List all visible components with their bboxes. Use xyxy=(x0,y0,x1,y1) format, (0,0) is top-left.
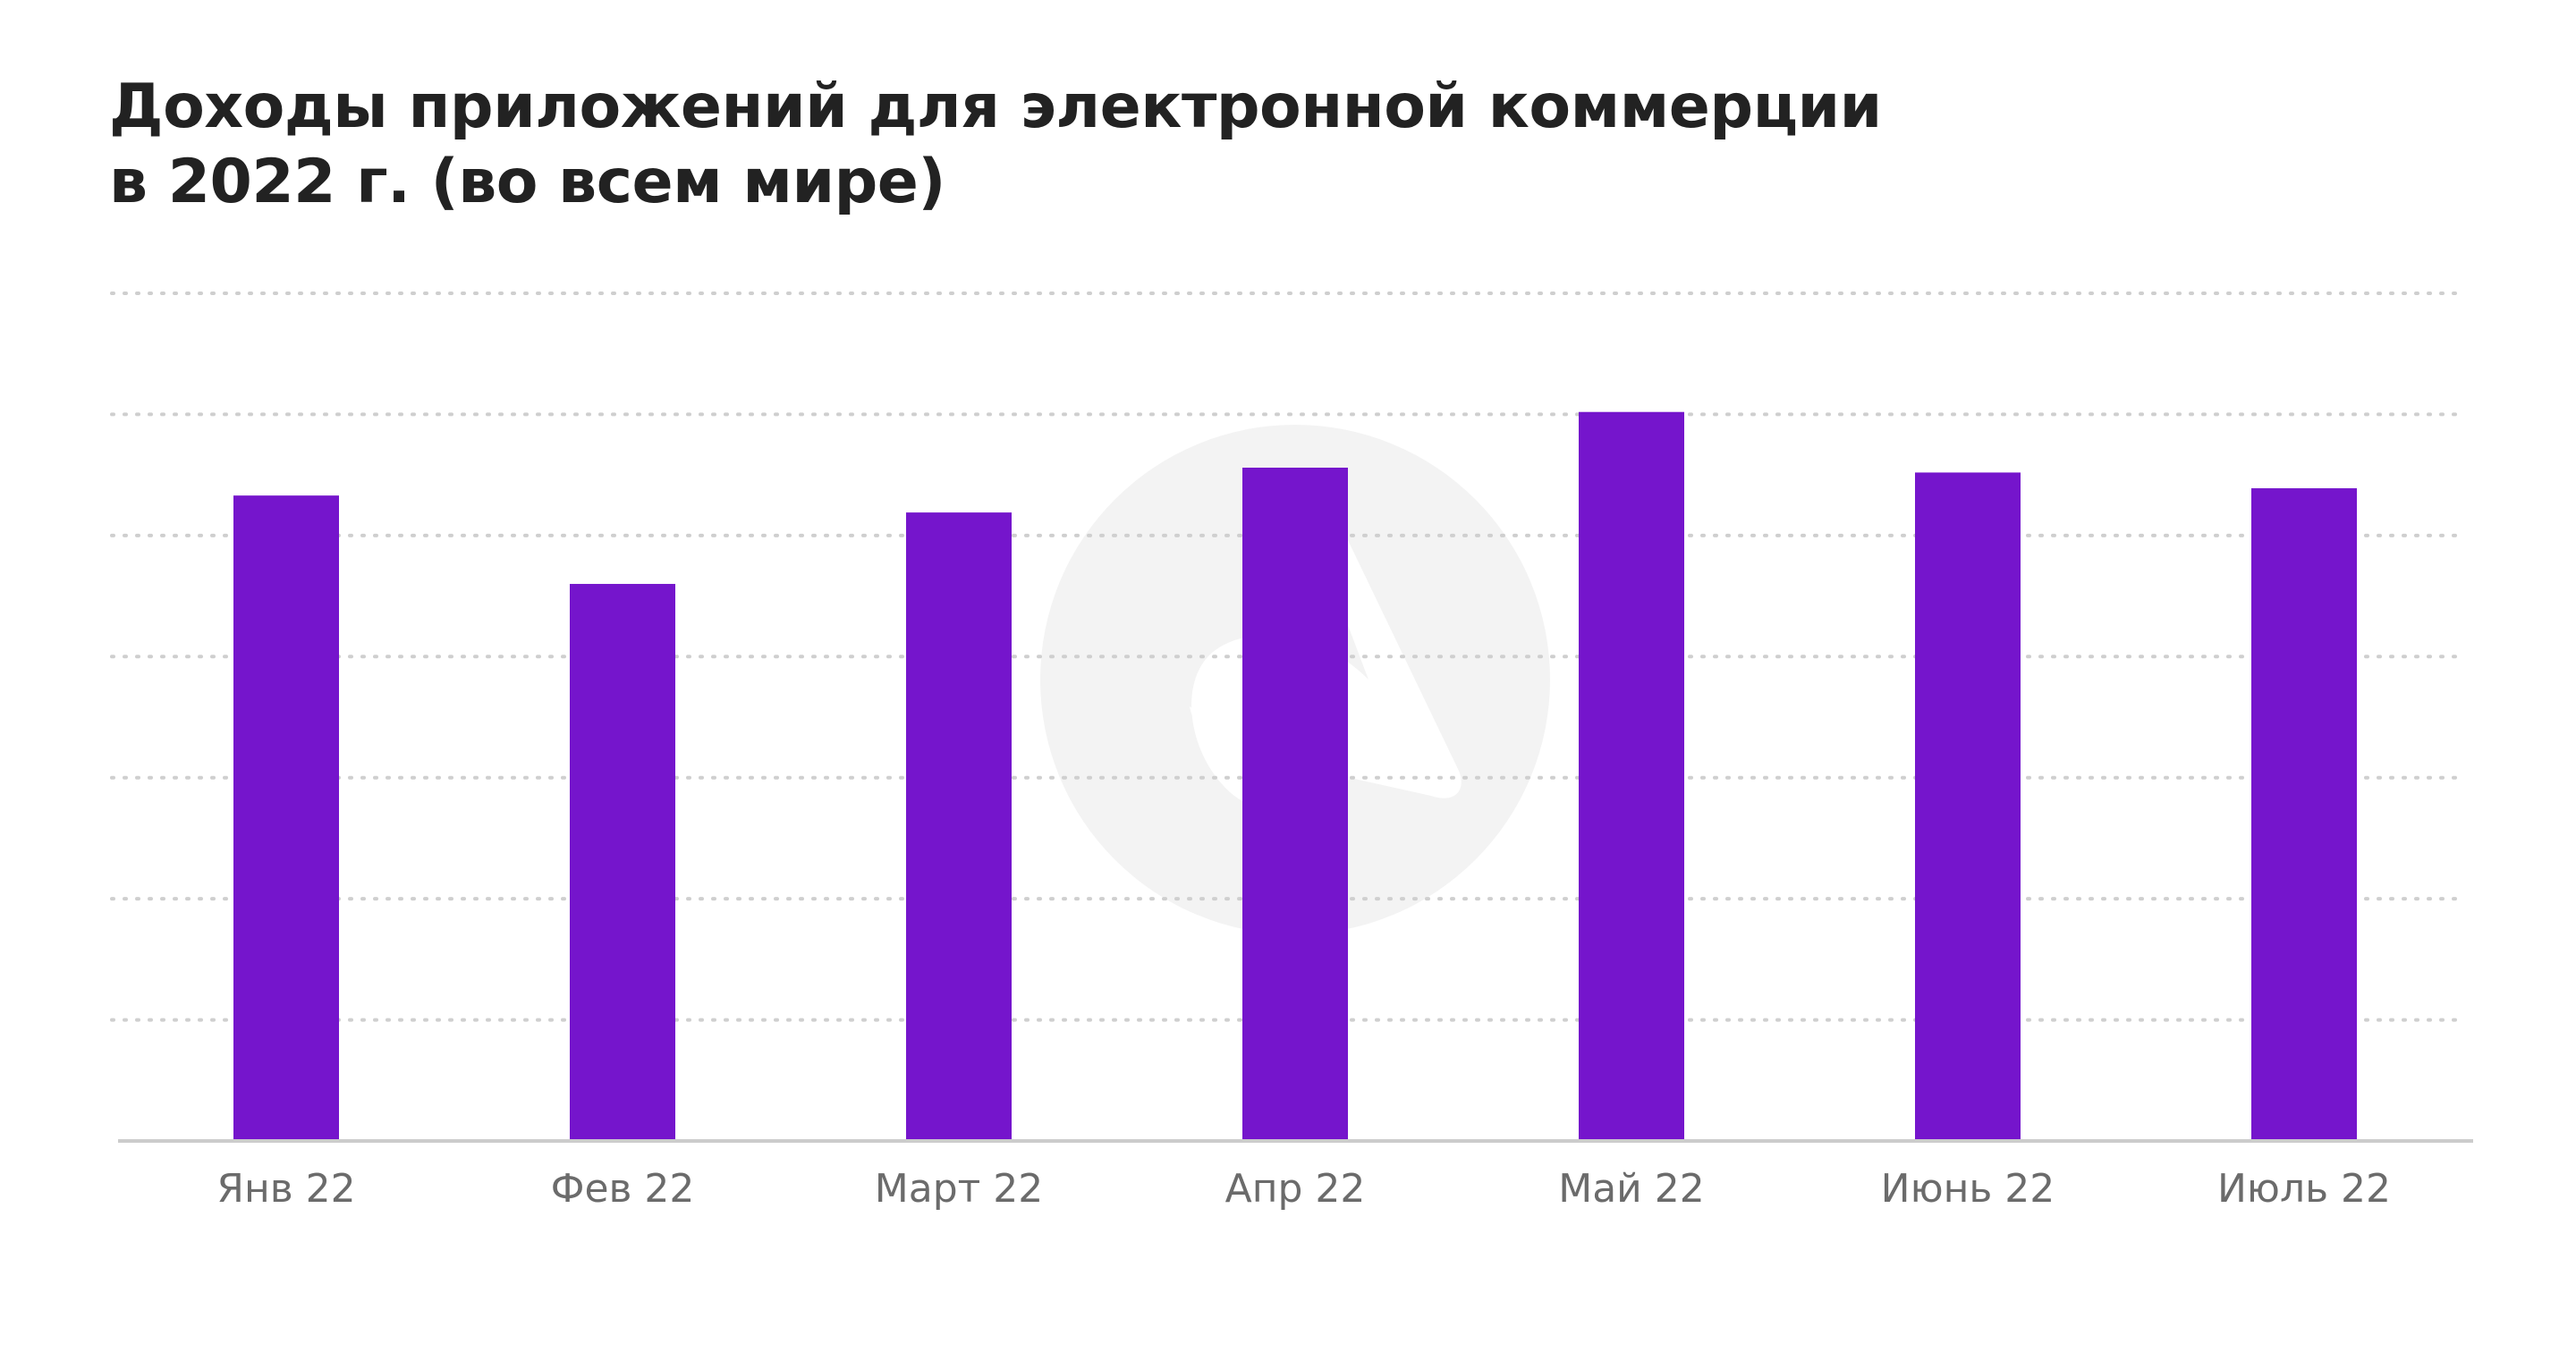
x-tick-label: Июнь 22 xyxy=(1881,1166,2055,1212)
bar xyxy=(1579,411,1684,1142)
bar xyxy=(570,584,675,1141)
chart-title-line-2: в 2022 г. (во всем мире) xyxy=(109,147,946,217)
bar xyxy=(1242,468,1348,1141)
bar xyxy=(1915,472,2021,1141)
x-tick-labels: Янв 22 Фев 22 Март 22 Апр 22 Май 22 Июнь 22 Ию… xyxy=(216,1166,2391,1212)
bar xyxy=(233,495,339,1141)
bars xyxy=(233,411,2357,1142)
x-tick-label: Май 22 xyxy=(1558,1166,1705,1212)
x-tick-label: Март 22 xyxy=(875,1166,1043,1212)
x-tick-label: Янв 22 xyxy=(216,1166,355,1212)
bar xyxy=(2251,488,2357,1141)
chart-title: Доходы приложений для электронной коммер… xyxy=(109,70,2077,220)
x-tick-label: Апр 22 xyxy=(1225,1166,1366,1212)
chart-title-line-1: Доходы приложений для электронной коммер… xyxy=(109,72,1882,142)
x-tick-label: Фев 22 xyxy=(551,1166,695,1212)
x-tick-label: Июль 22 xyxy=(2217,1166,2391,1212)
bar xyxy=(906,512,1012,1141)
